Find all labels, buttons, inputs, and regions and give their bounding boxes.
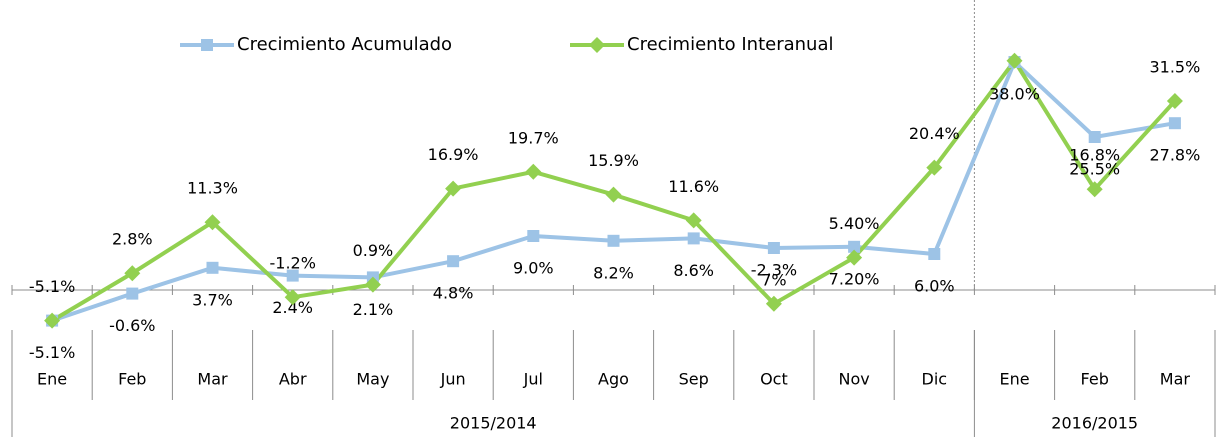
marker [607,234,620,247]
data-label: -5.1% [29,277,75,296]
data-label: 19.7% [508,128,559,147]
marker [928,248,941,260]
legend-marker [589,37,605,53]
data-label: 8.2% [593,263,634,282]
data-label: 16.8% [1069,146,1120,165]
marker [44,312,61,329]
marker [445,180,462,197]
x-tick-label: Dic [922,370,948,389]
data-label: 25.5% [1069,160,1120,179]
data-label: 7% [761,271,786,290]
x-tick-label: Feb [1081,370,1109,389]
data-label: 6.0% [914,277,955,296]
x-tick-label: Ene [999,370,1029,389]
data-label: -0.6% [109,316,155,335]
data-label: 27.8% [1149,146,1200,165]
data-label: 7.20% [829,269,880,288]
legend-marker [201,39,213,51]
x-tick-label: Jul [523,370,543,389]
marker [767,242,780,254]
x-tick-label: Mar [197,370,228,389]
data-label: -5.1% [29,343,75,362]
legend-label: Crecimiento Interanual [627,34,833,55]
group-label: 2016/2015 [1051,414,1138,433]
group-label: 2015/2014 [450,414,537,433]
marker [364,276,381,293]
marker [605,186,622,203]
data-label: 31.5% [1149,58,1200,77]
x-tick-label: Sep [679,370,709,389]
marker [284,289,301,306]
x-tick-label: Mar [1160,370,1191,389]
data-label: 11.3% [187,179,238,198]
x-tick-label: Oct [760,370,788,389]
x-tick-label: May [356,370,389,389]
marker [286,269,299,282]
x-tick-label: Jun [440,370,466,389]
data-label: 2.4% [272,298,313,317]
legend-label: Crecimiento Acumulado [237,34,452,55]
x-tick-label: Ene [37,370,67,389]
data-label: 16.9% [428,145,479,164]
data-label: 20.4% [909,124,960,143]
x-tick-label: Abr [279,370,307,389]
marker [447,255,460,268]
data-label: 9.0% [513,259,554,278]
data-label: 2.8% [112,230,153,249]
data-label: -2.3% [751,260,797,279]
marker [204,214,221,231]
marker [1168,117,1181,130]
x-tick-label: Ago [598,370,629,389]
data-label: 38.0% [989,85,1040,104]
marker [1006,52,1023,69]
marker [527,230,540,242]
data-label: 3.7% [192,290,233,309]
marker [685,212,702,229]
data-label: -1.2% [269,254,315,273]
marker [926,159,943,176]
data-label: 8.6% [673,261,714,280]
data-label: 0.9% [353,241,394,260]
marker [1088,131,1101,143]
marker [124,265,141,282]
x-tick-label: Feb [118,370,146,389]
marker [848,240,861,253]
data-label: 5.40% [829,214,880,233]
x-tick-label: Nov [838,370,869,389]
marker [206,261,219,274]
marker [126,287,139,300]
marker [1086,181,1103,198]
data-label: 2.1% [353,300,394,319]
data-label: 11.6% [668,177,719,196]
marker [846,249,863,266]
data-label: 4.8% [433,284,474,303]
data-label: 15.9% [588,151,639,170]
marker [687,232,700,245]
marker [525,163,542,180]
marker [1166,93,1183,109]
marker [765,295,782,312]
